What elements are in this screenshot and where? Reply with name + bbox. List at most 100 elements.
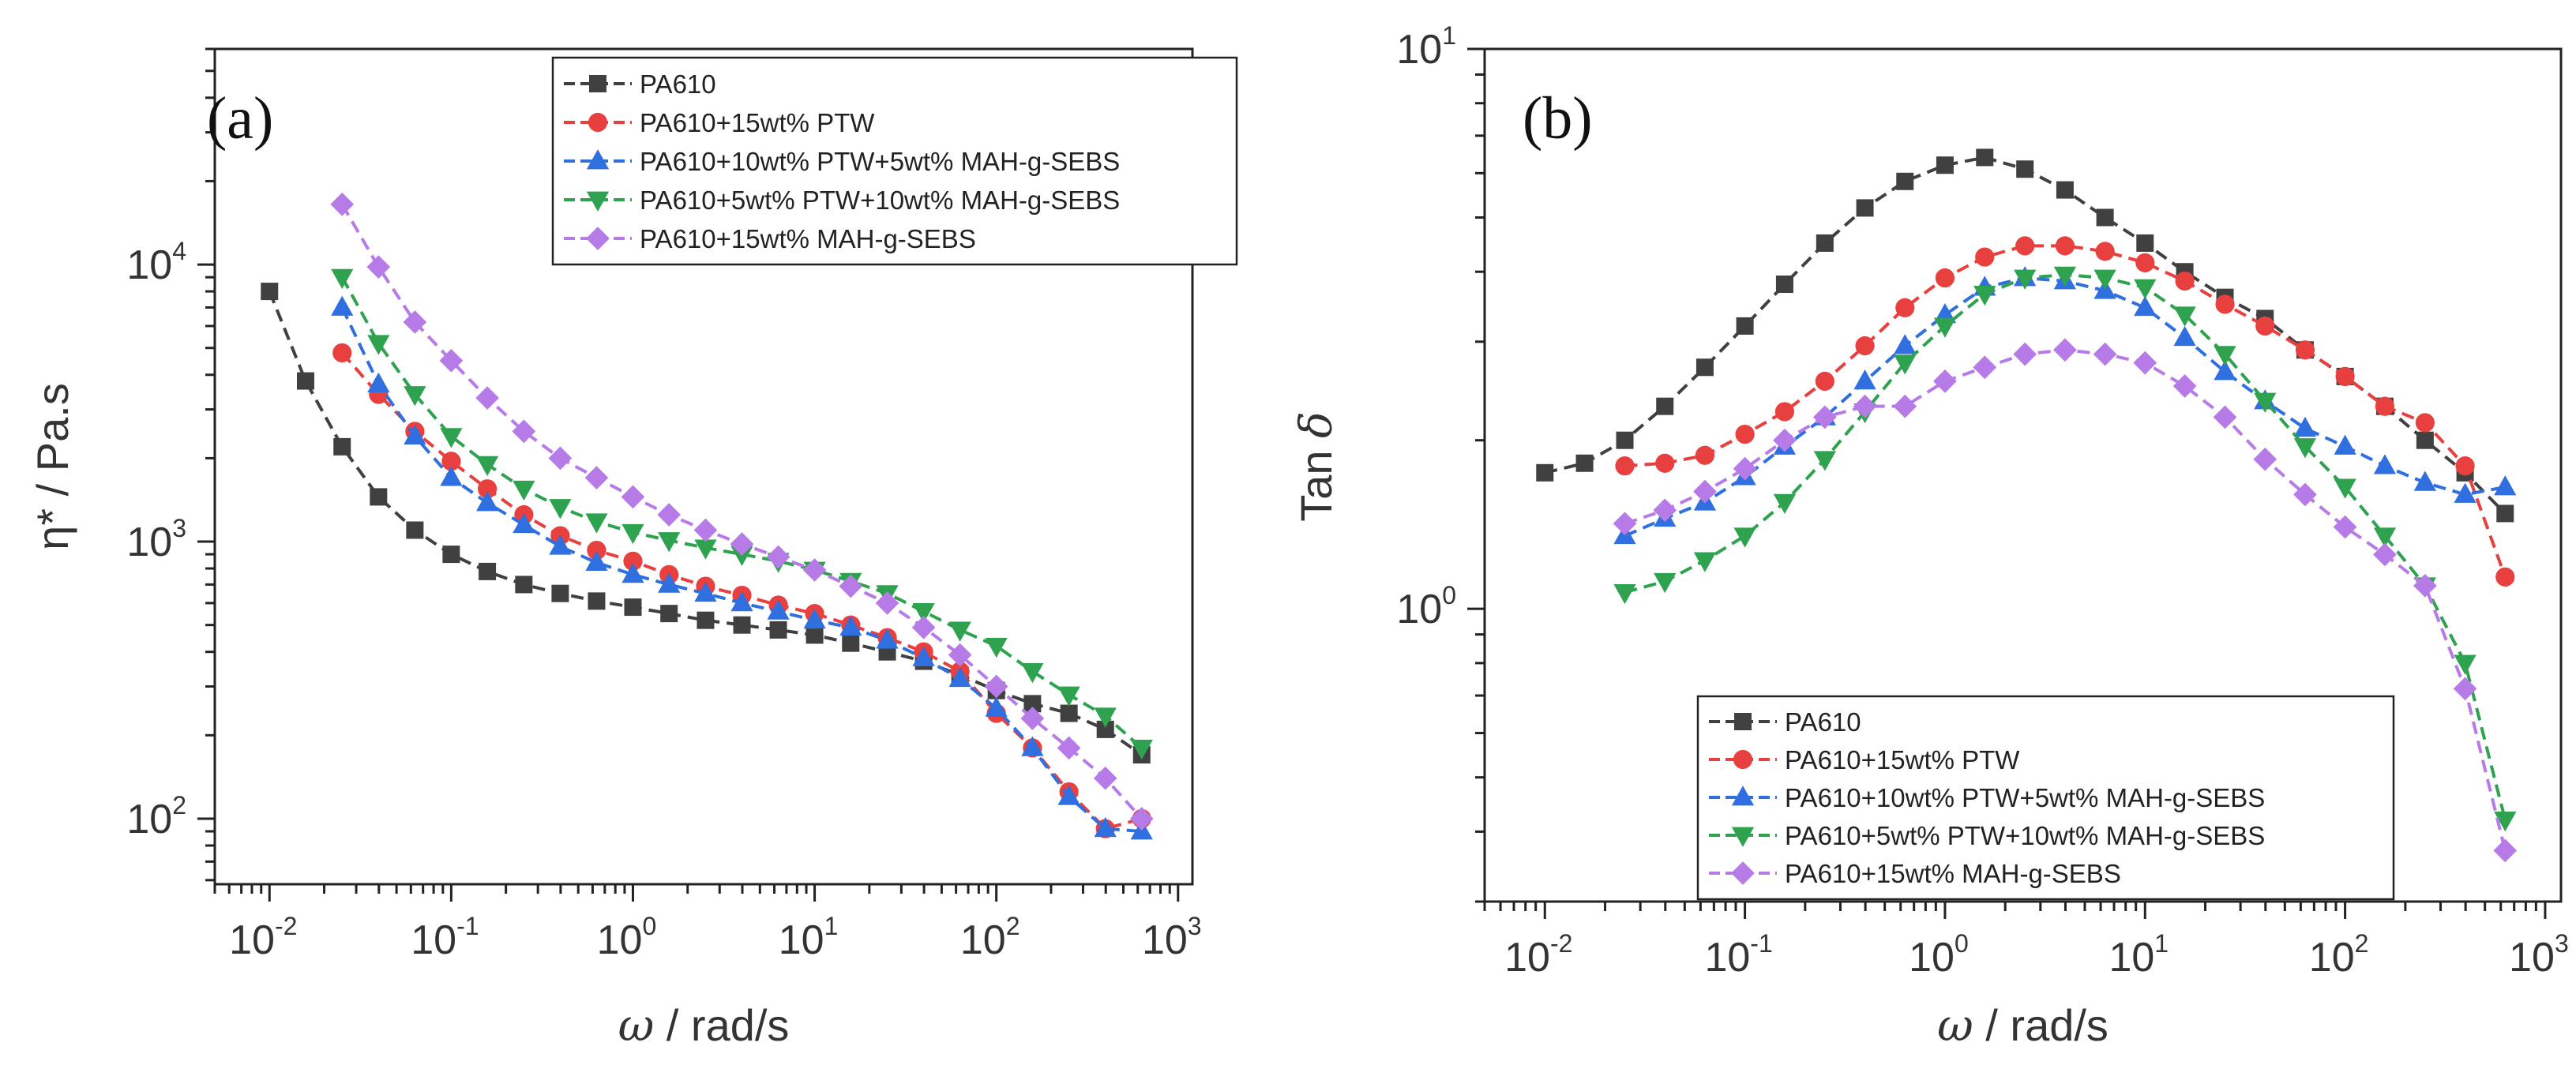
y-tick-base: 10 xyxy=(1396,587,1442,632)
x-tick-base: 10 xyxy=(2509,935,2555,981)
x-tick-label: 100 xyxy=(1909,929,1969,981)
data-point xyxy=(551,584,569,602)
x-axis-label: ω / rad/s xyxy=(618,1000,790,1052)
series-1 xyxy=(1615,236,2515,587)
data-point xyxy=(367,372,390,393)
data-point xyxy=(2093,269,2116,290)
y-axis-text: Tan xyxy=(1291,438,1341,522)
x-tick-exponent: -2 xyxy=(275,912,297,940)
legend-item: PA610+5wt% PTW+10wt% MAH-g-SEBS xyxy=(1709,821,2265,850)
x-tick-exponent: 0 xyxy=(1955,929,1969,958)
data-point xyxy=(911,615,936,639)
data-point xyxy=(2454,654,2476,675)
data-point xyxy=(477,479,498,499)
data-point xyxy=(2093,342,2117,366)
x-tick-base: 10 xyxy=(411,917,456,963)
data-point xyxy=(1736,317,1754,335)
data-point xyxy=(1933,369,1957,393)
data-point xyxy=(912,646,935,666)
legend: PA610 PA610+15wt% PTW PA610+10wt% PTW+5wt%… xyxy=(551,56,1238,266)
data-point xyxy=(624,598,642,617)
data-point xyxy=(2096,208,2114,227)
y-tick-exponent: 4 xyxy=(172,237,186,265)
data-point xyxy=(512,419,536,444)
data-point xyxy=(1536,463,1554,482)
y-tick-base: 10 xyxy=(126,519,172,565)
data-point xyxy=(730,532,754,556)
data-point xyxy=(370,488,388,506)
data-point xyxy=(1655,453,1675,473)
data-point xyxy=(2214,360,2236,381)
x-axis-symbol: ω xyxy=(618,1000,655,1052)
x-tick-exponent: 1 xyxy=(824,912,839,940)
data-point xyxy=(2295,340,2315,360)
data-point xyxy=(1775,276,1793,294)
x-tick-label: 103 xyxy=(1142,912,1202,963)
data-point xyxy=(1613,512,1637,536)
data-point xyxy=(331,295,354,316)
data-point xyxy=(948,643,972,667)
data-point xyxy=(2134,279,2157,299)
data-point xyxy=(440,466,463,486)
data-point xyxy=(1094,816,1117,838)
legend-label: PA610+10wt% PTW+5wt% MAH-g-SEBS xyxy=(1785,783,2265,812)
data-point xyxy=(2335,366,2355,386)
data-point xyxy=(549,499,572,519)
series-line xyxy=(340,306,1142,834)
x-tick-label: 102 xyxy=(2309,929,2369,981)
data-point xyxy=(1895,298,1915,317)
data-point xyxy=(2494,811,2517,832)
y-tick-label: 100 xyxy=(1396,581,1456,632)
data-point xyxy=(2334,478,2356,499)
data-point xyxy=(621,485,645,509)
data-point xyxy=(1733,527,1756,548)
data-point xyxy=(948,621,971,642)
data-point xyxy=(2136,234,2154,252)
data-point xyxy=(1057,785,1080,805)
data-point xyxy=(1057,736,1081,760)
data-point xyxy=(1933,317,1957,338)
data-point xyxy=(1733,456,1757,481)
legend-item: PA610+10wt% PTW+5wt% MAH-g-SEBS xyxy=(1709,783,2265,812)
x-axis-symbol: ω xyxy=(1937,1000,1973,1052)
data-point xyxy=(1096,720,1114,738)
data-point xyxy=(1654,572,1677,594)
data-point xyxy=(2214,346,2236,366)
data-point xyxy=(1935,268,1955,288)
data-point xyxy=(1020,707,1045,730)
data-point xyxy=(2055,236,2075,256)
legend-marker xyxy=(586,191,610,212)
data-point xyxy=(2213,405,2237,429)
data-point xyxy=(2133,351,2157,375)
data-point xyxy=(439,348,464,373)
data-point xyxy=(441,452,461,471)
data-point xyxy=(404,424,426,444)
data-point xyxy=(1130,739,1153,760)
data-point xyxy=(2413,471,2436,491)
legend-marker xyxy=(1731,827,1755,847)
legend-item: PA610+5wt% PTW+10wt% MAH-g-SEBS xyxy=(564,186,1120,215)
data-point xyxy=(2015,236,2035,256)
legend-box xyxy=(1696,695,2395,901)
data-point xyxy=(333,437,351,456)
y-tick-base: 10 xyxy=(126,242,172,288)
x-tick-base: 10 xyxy=(1909,935,1955,981)
data-point xyxy=(985,637,1008,658)
data-point xyxy=(1894,354,1917,375)
data-point xyxy=(1853,394,1877,418)
panel-label: (b) xyxy=(1523,85,1593,152)
y-tick-exponent: 0 xyxy=(1442,581,1456,609)
legend-marker xyxy=(586,227,610,250)
data-point xyxy=(875,591,899,615)
data-point xyxy=(332,343,352,363)
data-point xyxy=(2293,438,2317,459)
data-point xyxy=(842,634,860,652)
legend-label: PA610+5wt% PTW+10wt% MAH-g-SEBS xyxy=(640,186,1120,215)
legend-label: PA610+15wt% MAH-g-SEBS xyxy=(640,224,976,253)
series-1 xyxy=(332,343,1151,838)
series-line xyxy=(340,203,1143,820)
data-point xyxy=(1773,428,1797,452)
